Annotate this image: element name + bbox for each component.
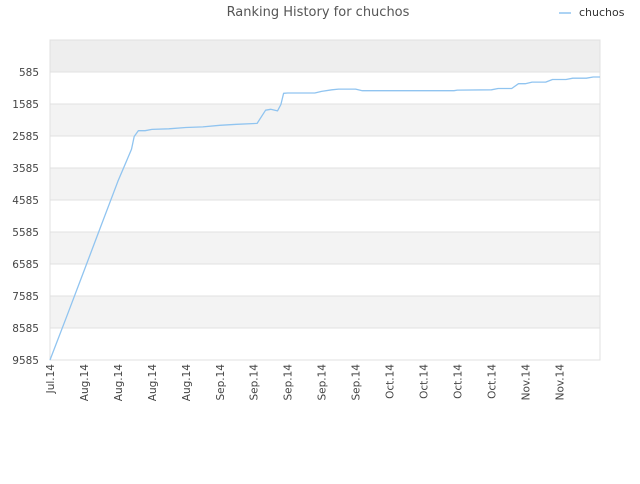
y-tick-label: 585 bbox=[19, 67, 39, 79]
x-tick-label: Sep.14 bbox=[283, 364, 295, 401]
x-tick-label: Nov.14 bbox=[520, 364, 532, 401]
x-tick-label: Oct.14 bbox=[418, 364, 430, 399]
legend[interactable]: chuchos bbox=[559, 6, 625, 19]
y-tick-label: 9585 bbox=[12, 355, 39, 367]
plot-band bbox=[50, 72, 600, 104]
x-tick-label: Aug.14 bbox=[147, 364, 159, 402]
y-tick-label: 1585 bbox=[12, 99, 39, 111]
x-tick-label: Nov.14 bbox=[554, 364, 566, 401]
legend-label-chuchos: chuchos bbox=[579, 6, 625, 19]
plot-band bbox=[50, 40, 600, 72]
plot-band bbox=[50, 168, 600, 200]
plot-band bbox=[50, 328, 600, 360]
y-tick-label: 3585 bbox=[12, 163, 39, 175]
plot-band bbox=[50, 264, 600, 296]
x-tick-label: Oct.14 bbox=[385, 364, 397, 399]
y-tick-label: 6585 bbox=[12, 259, 39, 271]
x-tick-label: Oct.14 bbox=[452, 364, 464, 399]
y-axis-ticks: 585 1585 2585 3585 4585 5585 6585 7585 8585 9585 bbox=[12, 67, 39, 367]
x-tick-label: Sep.14 bbox=[215, 364, 227, 401]
plot-background-bands bbox=[50, 40, 600, 360]
plot-band bbox=[50, 104, 600, 136]
y-tick-label: 4585 bbox=[12, 195, 39, 207]
y-tick-label: 2585 bbox=[12, 131, 39, 143]
x-tick-label: Oct.14 bbox=[486, 364, 498, 399]
chart-title: Ranking History for chuchos bbox=[227, 5, 410, 20]
y-tick-label: 8585 bbox=[12, 323, 39, 335]
x-tick-label: Aug.14 bbox=[79, 364, 91, 402]
x-tick-label: Sep.14 bbox=[249, 364, 261, 401]
y-tick-label: 5585 bbox=[12, 227, 39, 239]
x-tick-label: Sep.14 bbox=[351, 364, 363, 401]
x-tick-label: Aug.14 bbox=[181, 364, 193, 402]
y-tick-label: 7585 bbox=[12, 291, 39, 303]
x-tick-label: Sep.14 bbox=[317, 364, 329, 401]
plot-band bbox=[50, 200, 600, 232]
x-tick-label: Aug.14 bbox=[113, 364, 125, 402]
plot-band bbox=[50, 296, 600, 328]
x-axis-ticks: Jul.14 Aug.14 Aug.14 Aug.14 Aug.14 Sep.14 Sep.… bbox=[45, 364, 566, 402]
plot-band bbox=[50, 232, 600, 264]
x-tick-label: Jul.14 bbox=[45, 364, 57, 395]
series-line-chuchos bbox=[49, 76, 600, 361]
plot-border bbox=[49, 39, 601, 361]
plot-band bbox=[50, 136, 600, 168]
series-layer bbox=[49, 76, 600, 361]
